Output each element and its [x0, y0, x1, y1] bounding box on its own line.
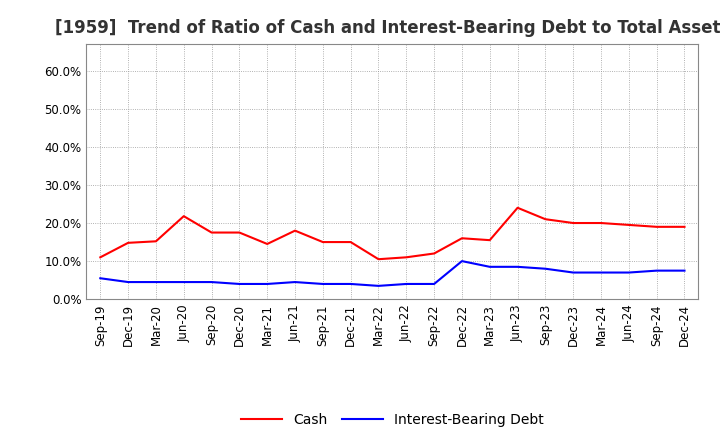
- Legend: Cash, Interest-Bearing Debt: Cash, Interest-Bearing Debt: [235, 407, 549, 433]
- Interest-Bearing Debt: [207, 279, 216, 285]
- Cash: [652, 224, 661, 230]
- Interest-Bearing Debt: [458, 258, 467, 264]
- Interest-Bearing Debt: [569, 270, 577, 275]
- Cash: [513, 205, 522, 210]
- Line: Interest-Bearing Debt: Interest-Bearing Debt: [100, 261, 685, 286]
- Cash: [318, 239, 327, 245]
- Interest-Bearing Debt: [624, 270, 633, 275]
- Interest-Bearing Debt: [179, 279, 188, 285]
- Interest-Bearing Debt: [152, 279, 161, 285]
- Interest-Bearing Debt: [318, 281, 327, 286]
- Interest-Bearing Debt: [291, 279, 300, 285]
- Cash: [346, 239, 355, 245]
- Interest-Bearing Debt: [346, 281, 355, 286]
- Cash: [96, 255, 104, 260]
- Cash: [179, 213, 188, 219]
- Cash: [458, 235, 467, 241]
- Cash: [263, 241, 271, 246]
- Interest-Bearing Debt: [485, 264, 494, 269]
- Interest-Bearing Debt: [235, 281, 243, 286]
- Interest-Bearing Debt: [513, 264, 522, 269]
- Interest-Bearing Debt: [680, 268, 689, 273]
- Cash: [597, 220, 606, 226]
- Cash: [124, 240, 132, 246]
- Cash: [680, 224, 689, 230]
- Cash: [152, 238, 161, 244]
- Cash: [235, 230, 243, 235]
- Cash: [374, 257, 383, 262]
- Interest-Bearing Debt: [652, 268, 661, 273]
- Interest-Bearing Debt: [541, 266, 550, 271]
- Interest-Bearing Debt: [597, 270, 606, 275]
- Interest-Bearing Debt: [402, 281, 410, 286]
- Cash: [291, 228, 300, 233]
- Cash: [402, 255, 410, 260]
- Cash: [207, 230, 216, 235]
- Cash: [624, 222, 633, 227]
- Cash: [430, 251, 438, 256]
- Interest-Bearing Debt: [263, 281, 271, 286]
- Line: Cash: Cash: [100, 208, 685, 259]
- Interest-Bearing Debt: [374, 283, 383, 289]
- Title: [1959]  Trend of Ratio of Cash and Interest-Bearing Debt to Total Assets: [1959] Trend of Ratio of Cash and Intere…: [55, 19, 720, 37]
- Cash: [541, 216, 550, 222]
- Interest-Bearing Debt: [96, 275, 104, 281]
- Interest-Bearing Debt: [124, 279, 132, 285]
- Interest-Bearing Debt: [430, 281, 438, 286]
- Cash: [485, 238, 494, 243]
- Cash: [569, 220, 577, 226]
